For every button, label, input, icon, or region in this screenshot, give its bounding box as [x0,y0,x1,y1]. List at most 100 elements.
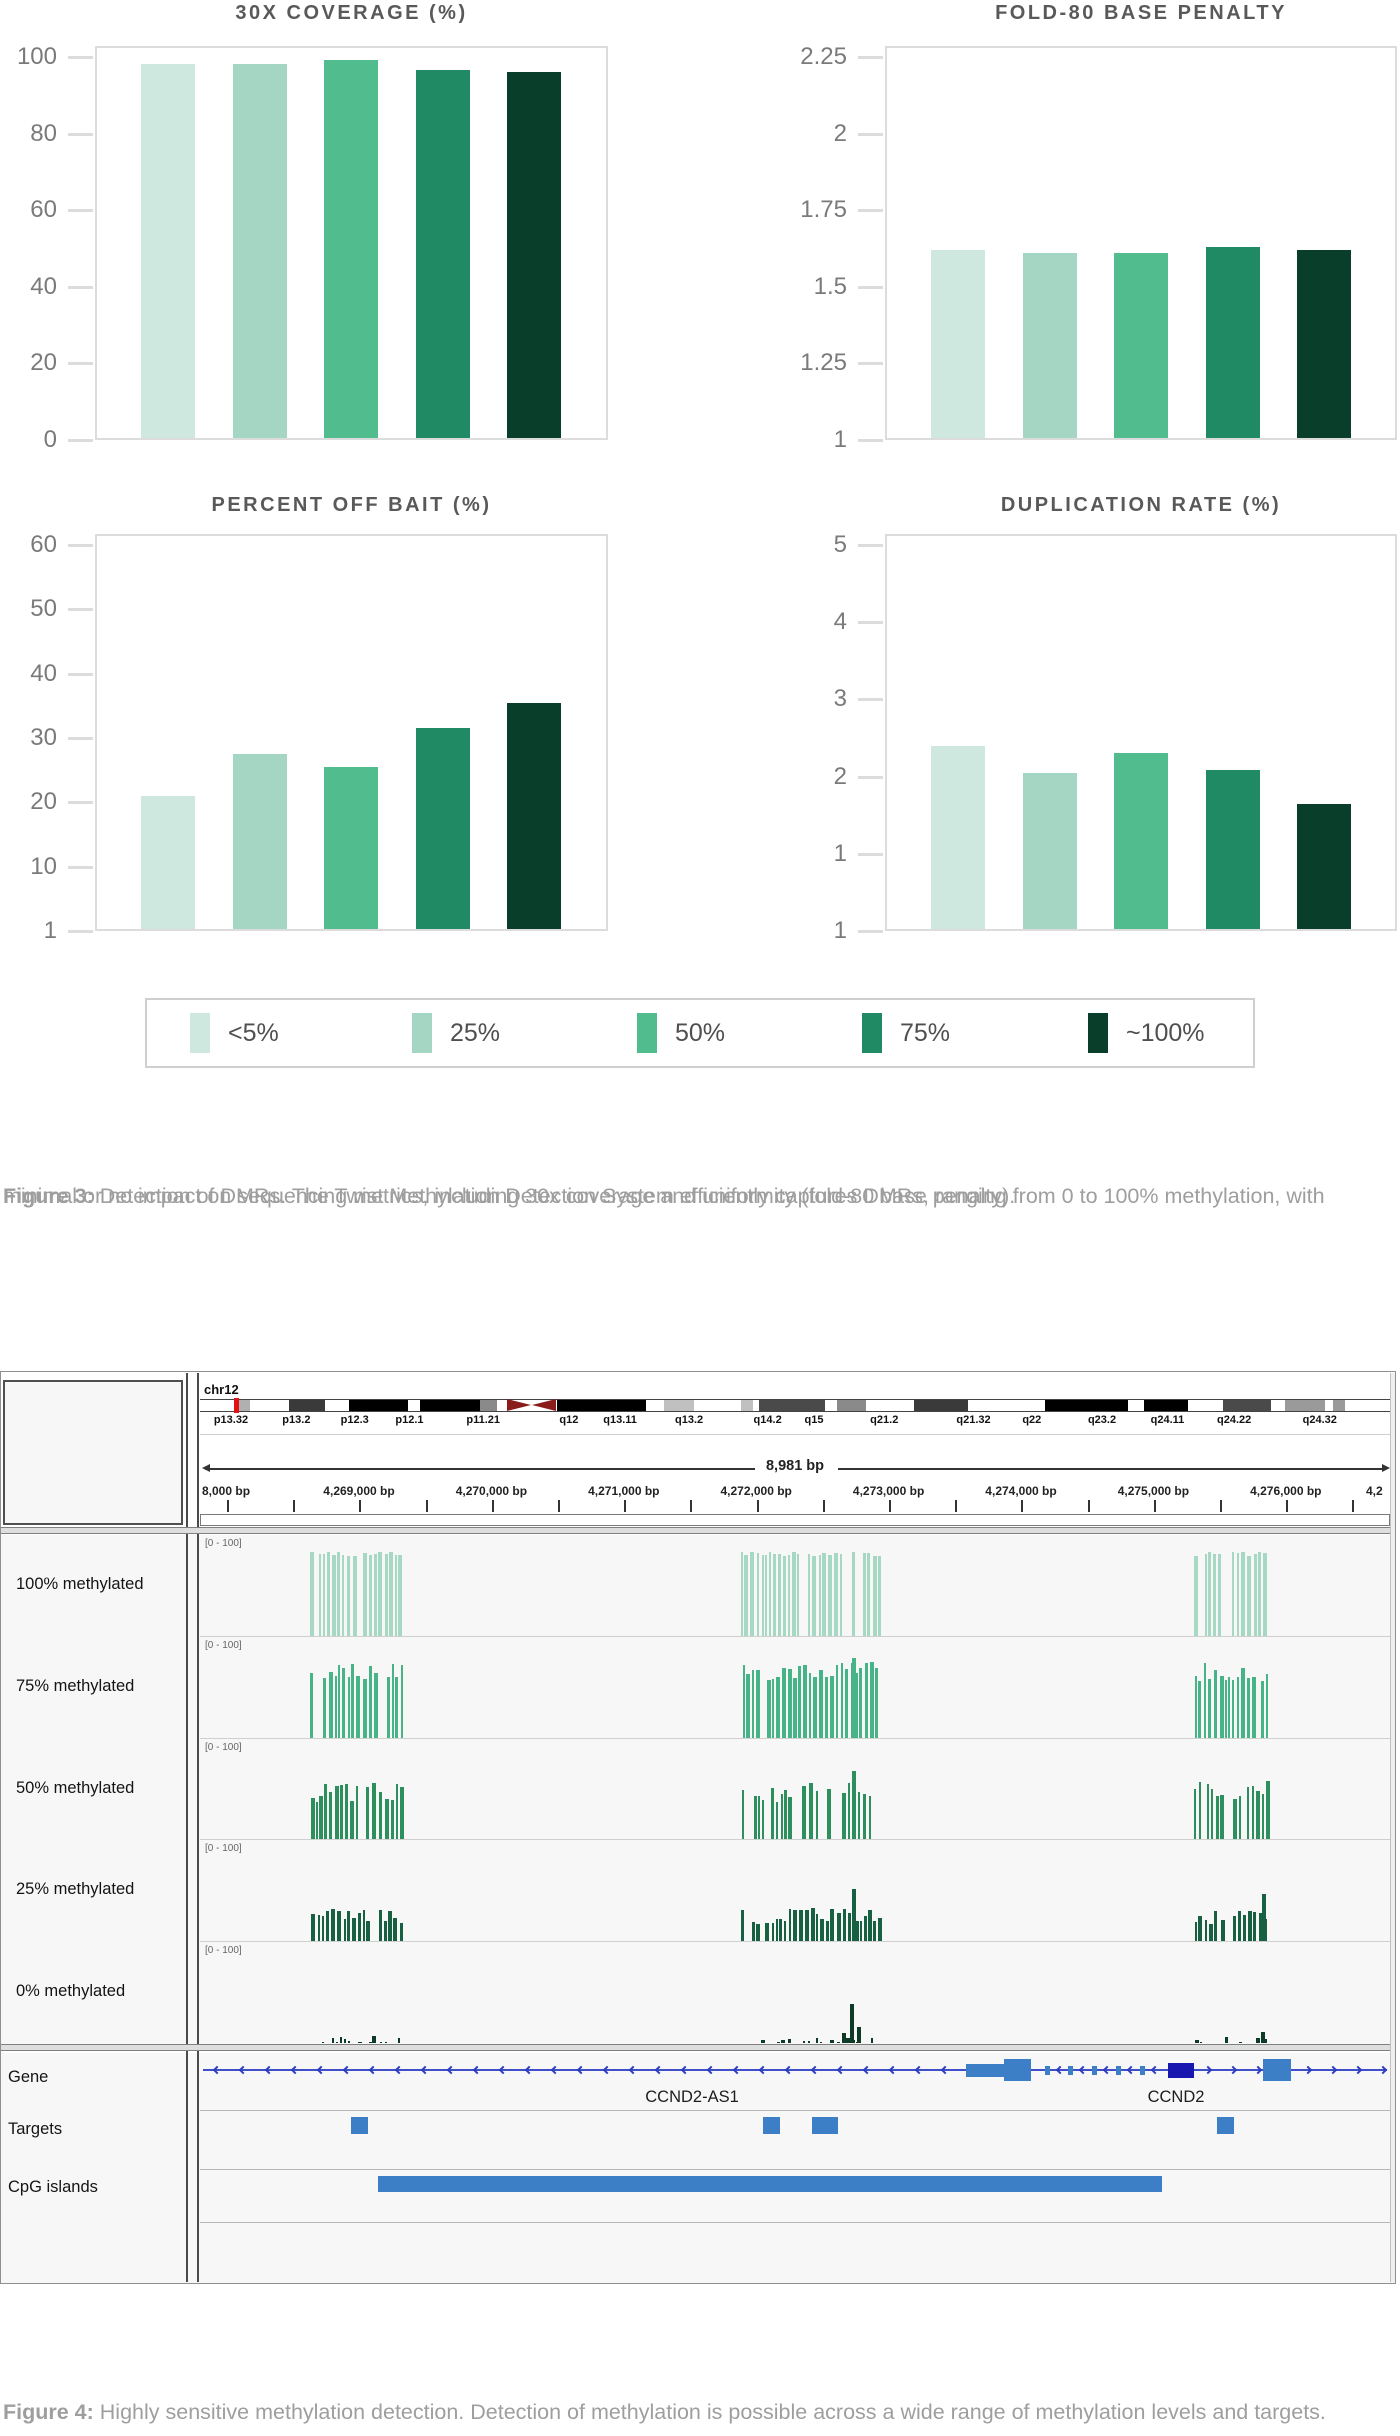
signal-bar [1238,2041,1242,2043]
signal-bar [1246,1556,1251,1636]
signal-bar [1232,1551,1235,1636]
exon-dot [1140,2065,1145,2075]
ideogram-band [759,1400,825,1411]
band-label: q23.2 [1087,1414,1117,1426]
signal-bar [357,1912,361,1942]
signal-bar [754,1795,758,1840]
signal-bar [1232,1915,1236,1942]
signal-bar [352,1555,357,1636]
signal-bar [784,1921,787,1942]
band-label: q13.11 [603,1414,637,1426]
legend-label: 75% [900,1019,951,1047]
ideogram-band [646,1400,665,1411]
signal-bar [398,1554,403,1636]
signal-bar [1252,1785,1255,1840]
signal-bar [740,1551,743,1636]
band-label: q24.11 [1150,1414,1185,1426]
signal-bar [330,1909,335,1942]
ideogram-band [1271,1400,1286,1411]
signal-bar [830,2039,835,2043]
chart-bar [1205,770,1260,929]
signal-bar [1238,1796,1241,1840]
track-label: 0% methylated [16,1982,126,2001]
y-tick-mark [68,56,93,59]
signal-bar [855,1921,859,1942]
signal-bar [1258,1913,1262,1942]
signal-bar [365,1786,369,1840]
ideogram-band [1128,1400,1144,1411]
track-label: 75% methylated [16,1676,135,1695]
signal-bar [827,1789,832,1840]
signal-bar [830,1675,835,1738]
ideogram-band [1223,1400,1271,1411]
signal-bar [1219,1795,1224,1840]
signal-bar [863,1916,867,1942]
signal-bar [342,1667,346,1738]
signal-bar [1265,1674,1268,1738]
signal-bar [778,1553,782,1636]
y-tick-mark [858,439,883,442]
signal-bar [328,1671,333,1738]
locus-box [200,1514,1390,1526]
caption-text: Highly sensitive methylation detection. … [93,2400,1326,2424]
signal-bar [1258,1552,1262,1636]
y-tick-label: 5 [833,531,847,558]
signal-bar [742,1664,745,1738]
signal-bar [791,1551,796,1636]
signal-bar [1253,1911,1257,1942]
chart-bar [415,70,470,438]
signal-bar [378,1551,383,1636]
signal-spike [852,1657,856,1738]
signal-bar [863,1793,867,1840]
target-region [763,2117,780,2134]
y-tick-mark [858,56,883,59]
signal-bar [395,1677,399,1738]
signal-bar [318,1796,323,1840]
ruler-tick [491,1500,494,1512]
signal-bar [398,2038,401,2043]
signal-bar [351,1917,356,1942]
signal-bar [854,1672,859,1738]
signal-bar [808,2040,811,2043]
chart-bar [507,702,561,929]
signal-bar [825,1676,829,1738]
track-range-label: [0 - 100] [205,1639,242,1651]
signal-bar [310,1551,315,1636]
signal-bar [842,1792,847,1840]
signal-bar [778,1919,782,1942]
y-tick-label: 50 [30,595,57,623]
ideogram-band [1143,1400,1188,1411]
band-label: q14.2 [753,1414,782,1426]
ideogram-band [967,1400,1045,1411]
centromere-icon [532,1399,556,1411]
panel-separator [1,1527,1395,1534]
y-tick-mark [68,439,93,442]
signal-bar [1240,1551,1245,1636]
signal-bar [771,1788,775,1840]
signal-bar [369,1666,373,1738]
legend-label: 50% [675,1019,726,1047]
y-tick-label: 0 [43,426,57,453]
ruler-coordinate-label: 4,272,000 bp [720,1484,792,1498]
signal-bar [1225,2037,1228,2043]
signal-bar [836,1665,839,1738]
y-tick-mark [858,775,883,779]
band-label: p13.2 [282,1414,311,1426]
gene-line [203,2069,1387,2071]
exon-dot [1068,2065,1073,2075]
ideogram-band [741,1400,754,1411]
signal-bar [343,2038,346,2043]
chart-bar [931,745,985,929]
signal-bar [836,1913,841,1942]
signal-bar [1204,1553,1207,1636]
ruler-tick [889,1500,891,1512]
signal-bar [315,1801,318,1840]
signal-bar [864,1663,868,1738]
position-marker [233,1398,239,1413]
caption-line: Figure 4: Highly sensitive methylation d… [3,2396,1326,2429]
y-tick-label: 1.25 [800,349,847,377]
signal-bar [752,1670,755,1738]
ideogram-band [497,1400,508,1411]
y-tick-label: 2 [833,762,847,790]
band-label: q12 [559,1414,579,1426]
